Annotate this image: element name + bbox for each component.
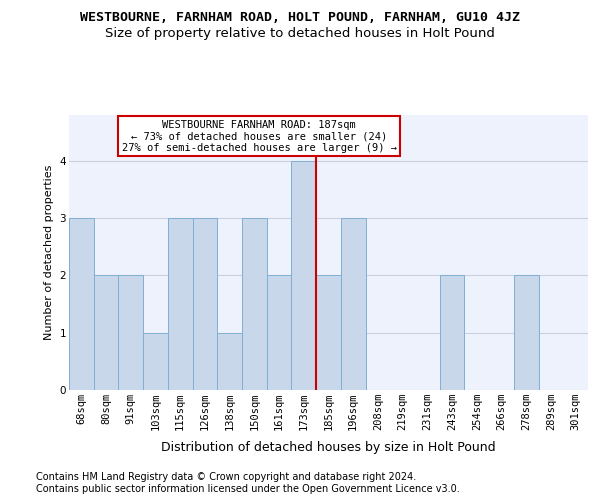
Y-axis label: Number of detached properties: Number of detached properties — [44, 165, 54, 340]
Text: Size of property relative to detached houses in Holt Pound: Size of property relative to detached ho… — [105, 28, 495, 40]
Bar — [69, 218, 94, 390]
Bar — [316, 276, 341, 390]
Bar — [143, 332, 168, 390]
Bar — [168, 218, 193, 390]
Bar — [118, 276, 143, 390]
Bar — [242, 218, 267, 390]
Bar — [267, 276, 292, 390]
Bar — [514, 276, 539, 390]
Bar — [341, 218, 365, 390]
Bar — [217, 332, 242, 390]
Bar — [440, 276, 464, 390]
Text: WESTBOURNE, FARNHAM ROAD, HOLT POUND, FARNHAM, GU10 4JZ: WESTBOURNE, FARNHAM ROAD, HOLT POUND, FA… — [80, 11, 520, 24]
Text: Distribution of detached houses by size in Holt Pound: Distribution of detached houses by size … — [161, 441, 496, 454]
Bar — [193, 218, 217, 390]
Bar — [292, 161, 316, 390]
Text: Contains HM Land Registry data © Crown copyright and database right 2024.
Contai: Contains HM Land Registry data © Crown c… — [36, 472, 460, 494]
Bar — [94, 276, 118, 390]
Text: WESTBOURNE FARNHAM ROAD: 187sqm
← 73% of detached houses are smaller (24)
27% of: WESTBOURNE FARNHAM ROAD: 187sqm ← 73% of… — [122, 120, 397, 153]
